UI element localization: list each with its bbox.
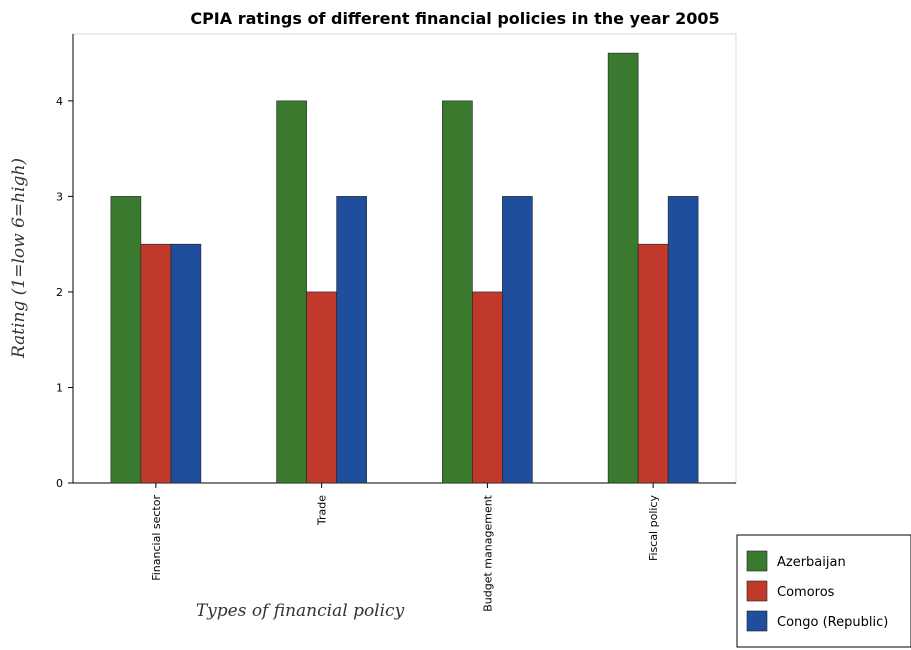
y-tick-label: 2 [56, 286, 63, 299]
x-tick-label: Budget management [481, 494, 494, 611]
bar [472, 291, 503, 484]
y-tick-label: 3 [56, 190, 63, 203]
legend-label: Congo (Republic) [777, 615, 888, 630]
legend: Azerbaijan Comoros Congo (Republic) [736, 534, 911, 648]
bar [442, 100, 473, 484]
chart-title: CPIA ratings of different financial poli… [190, 9, 719, 28]
x-tick-label: Trade [316, 495, 329, 526]
bar [607, 52, 639, 484]
legend-swatch [746, 610, 768, 632]
bar [336, 196, 367, 484]
bar [110, 196, 142, 484]
x-tick-label: Fiscal policy [647, 495, 660, 562]
bar [667, 196, 699, 484]
legend-label: Azerbaijan [777, 555, 846, 570]
legend-swatch [746, 550, 768, 572]
y-axis-label: Rating (1=low 6=high) [9, 158, 29, 359]
x-tick-label: Financial sector [150, 495, 163, 581]
bar [170, 243, 202, 484]
y-tick-label: 1 [56, 381, 63, 394]
x-axis-label: Types of financial policy [196, 601, 405, 621]
y-tick-label: 0 [56, 477, 63, 490]
legend-label: Comoros [777, 585, 835, 600]
bar [637, 243, 669, 484]
bar [140, 243, 172, 484]
bar [276, 100, 307, 484]
legend-swatch [746, 580, 768, 602]
bar [306, 291, 337, 484]
bar [502, 196, 533, 484]
y-tick-label: 4 [56, 95, 63, 108]
plot-area: 0 1 2 3 4 Financial sector Trade Budget managem… [56, 33, 737, 612]
